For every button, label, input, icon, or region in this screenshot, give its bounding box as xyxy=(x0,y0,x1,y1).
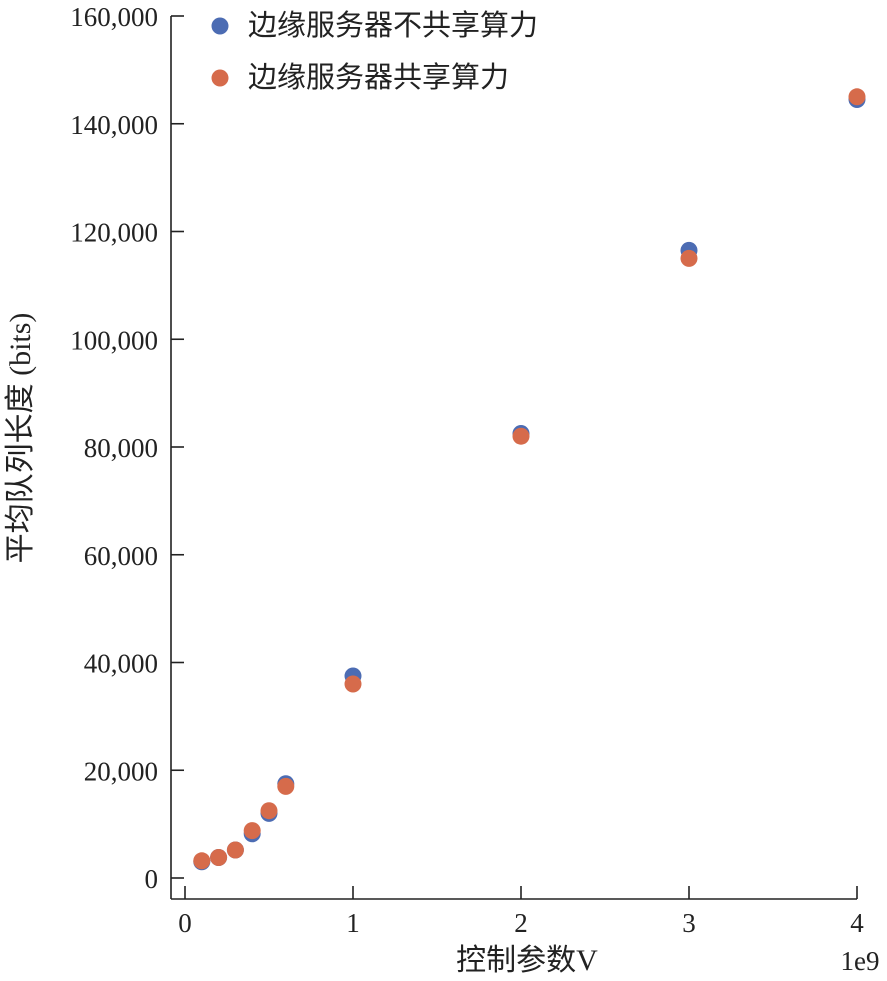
x-tick-label: 1 xyxy=(346,908,360,938)
x-tick-label: 4 xyxy=(850,908,864,938)
data-point-series-2 xyxy=(848,88,866,106)
x-axis-title: 控制参数V xyxy=(456,944,598,977)
data-point-series-2 xyxy=(260,802,278,820)
data-point-series-2 xyxy=(277,777,295,795)
legend: 边缘服务器不共享算力 边缘服务器共享算力 xyxy=(211,9,538,94)
y-tick-label: 140,000 xyxy=(70,110,158,140)
y-tick-label: 120,000 xyxy=(70,218,158,248)
data-point-series-2 xyxy=(243,822,261,840)
x-tick-label: 2 xyxy=(514,908,528,938)
y-tick-label: 160,000 xyxy=(70,2,158,32)
data-point-series-2 xyxy=(193,852,211,870)
y-tick-label: 20,000 xyxy=(84,756,158,786)
legend-label-series-2: 边缘服务器共享算力 xyxy=(248,61,509,94)
x-tick-label: 0 xyxy=(178,908,192,938)
x-axis-offset-label: 1e9 xyxy=(841,946,880,976)
data-point-series-2 xyxy=(512,427,530,445)
y-tick-label: 80,000 xyxy=(84,433,158,463)
data-point-series-2 xyxy=(210,849,228,866)
y-axis-title: 平均队列长度 (bits) xyxy=(4,313,37,564)
legend-marker-series-1 xyxy=(211,17,229,35)
data-points xyxy=(193,88,866,871)
data-point-series-2 xyxy=(680,249,698,267)
y-tick-label: 60,000 xyxy=(84,541,158,571)
y-axis: 0 20,000 40,000 60,000 80,000 100,000 120,000 1… xyxy=(70,2,184,899)
x-tick-label: 3 xyxy=(682,908,696,938)
data-point-series-2 xyxy=(344,675,362,693)
data-point-series-2 xyxy=(226,841,244,859)
y-tick-label: 40,000 xyxy=(84,649,158,679)
x-axis: 0 1 2 3 4 xyxy=(171,886,864,938)
y-tick-label: 100,000 xyxy=(70,325,158,355)
legend-marker-series-2 xyxy=(211,69,229,87)
legend-label-series-1: 边缘服务器不共享算力 xyxy=(248,9,538,42)
y-tick-label: 0 xyxy=(145,864,159,894)
